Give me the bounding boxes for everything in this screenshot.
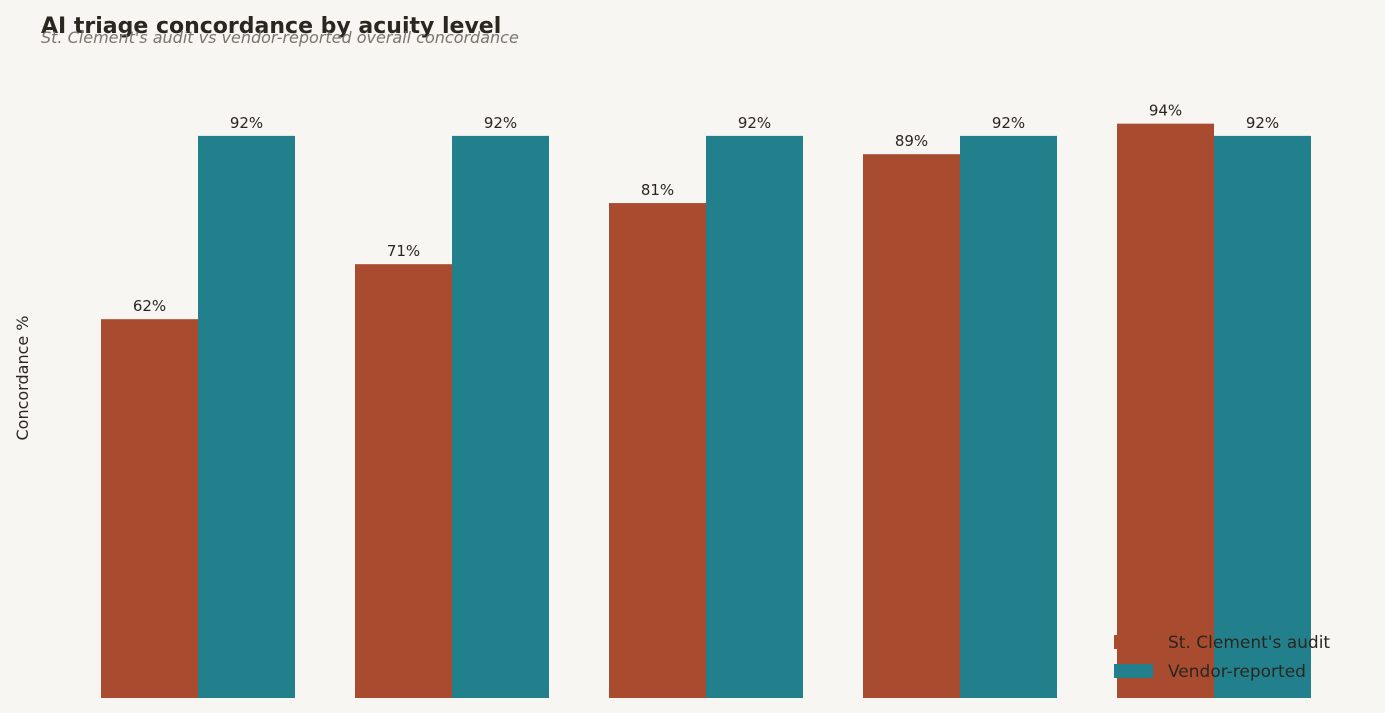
bar bbox=[960, 135, 1057, 698]
value-label: 71% bbox=[387, 242, 420, 260]
bar bbox=[706, 135, 803, 698]
bar bbox=[101, 319, 198, 698]
value-label: 62% bbox=[133, 297, 166, 315]
legend-label: Vendor-reported bbox=[1168, 662, 1306, 682]
value-label: 81% bbox=[641, 181, 674, 199]
value-label: 94% bbox=[1149, 102, 1182, 120]
bar bbox=[1117, 123, 1214, 698]
bar bbox=[1214, 135, 1311, 698]
bar bbox=[863, 154, 960, 698]
chart-subtitle: St. Clement's audit vs vendor-reported o… bbox=[41, 28, 519, 47]
value-label: 92% bbox=[1246, 114, 1279, 132]
value-label: 92% bbox=[738, 114, 771, 132]
bar bbox=[452, 135, 549, 698]
legend-swatch bbox=[1114, 664, 1153, 678]
y-axis-label: Concordance % bbox=[13, 315, 32, 440]
legend-swatch bbox=[1114, 635, 1153, 649]
legend-label: St. Clement's audit bbox=[1168, 633, 1330, 653]
value-label: 92% bbox=[484, 114, 517, 132]
value-label: 92% bbox=[992, 114, 1025, 132]
value-label: 92% bbox=[230, 114, 263, 132]
chart-title: AI triage concordance by acuity level bbox=[41, 14, 501, 39]
bar bbox=[198, 135, 295, 698]
bar bbox=[355, 264, 452, 698]
bar bbox=[609, 203, 706, 698]
value-label: 89% bbox=[895, 132, 928, 150]
